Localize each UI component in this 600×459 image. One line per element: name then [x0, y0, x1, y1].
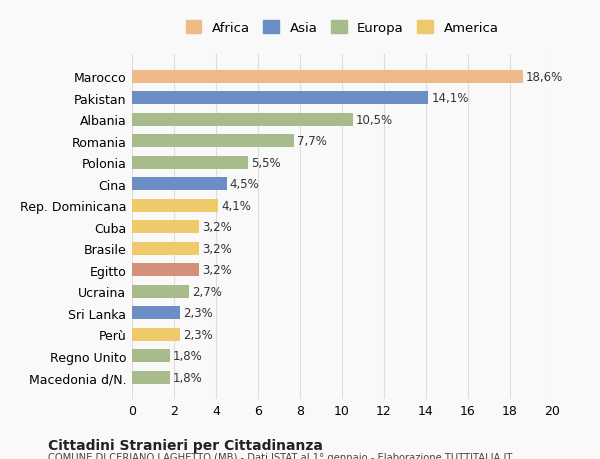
Bar — [132, 221, 199, 234]
Bar — [132, 92, 428, 105]
Bar — [132, 157, 248, 169]
Text: 2,3%: 2,3% — [184, 328, 213, 341]
Text: COMUNE DI CERIANO LAGHETTO (MB) - Dati ISTAT al 1° gennaio - Elaborazione TUTTIT: COMUNE DI CERIANO LAGHETTO (MB) - Dati I… — [48, 452, 512, 459]
Text: 4,1%: 4,1% — [221, 199, 251, 212]
Text: Cittadini Stranieri per Cittadinanza: Cittadini Stranieri per Cittadinanza — [48, 438, 323, 452]
Text: 3,2%: 3,2% — [202, 263, 232, 277]
Text: 10,5%: 10,5% — [356, 113, 393, 127]
Bar — [132, 285, 188, 298]
Text: 3,2%: 3,2% — [202, 242, 232, 255]
Bar — [132, 199, 218, 212]
Text: 3,2%: 3,2% — [202, 221, 232, 234]
Text: 7,7%: 7,7% — [297, 135, 327, 148]
Bar — [132, 71, 523, 84]
Bar — [132, 263, 199, 276]
Text: 14,1%: 14,1% — [431, 92, 469, 105]
Bar — [132, 178, 227, 191]
Bar — [132, 349, 170, 362]
Text: 2,3%: 2,3% — [184, 307, 213, 319]
Text: 1,8%: 1,8% — [173, 349, 203, 362]
Bar — [132, 135, 294, 148]
Bar — [132, 328, 181, 341]
Bar — [132, 307, 181, 319]
Text: 1,8%: 1,8% — [173, 371, 203, 384]
Text: 2,7%: 2,7% — [192, 285, 222, 298]
Bar — [132, 113, 353, 127]
Text: 18,6%: 18,6% — [526, 71, 563, 84]
Legend: Africa, Asia, Europa, America: Africa, Asia, Europa, America — [182, 17, 502, 39]
Bar — [132, 371, 170, 384]
Text: 4,5%: 4,5% — [230, 178, 259, 191]
Text: 5,5%: 5,5% — [251, 157, 280, 169]
Bar — [132, 242, 199, 255]
